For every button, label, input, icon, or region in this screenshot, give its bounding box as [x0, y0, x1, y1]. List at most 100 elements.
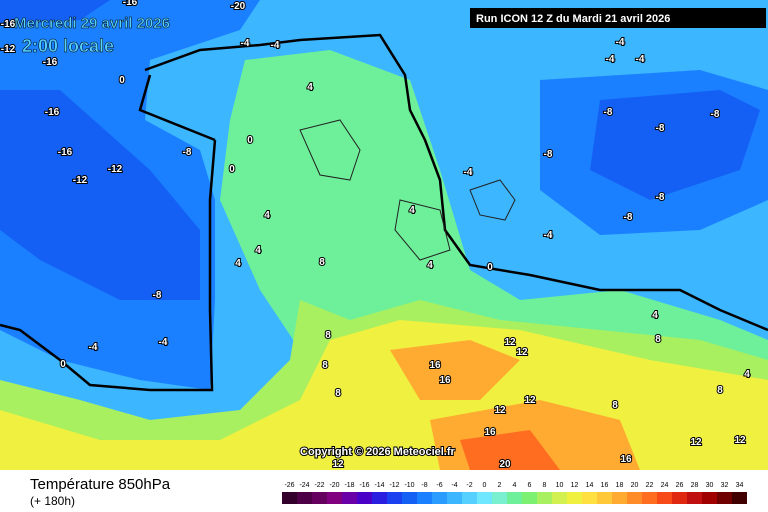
temperature-label: 4 — [235, 258, 241, 269]
cold-core — [0, 90, 200, 300]
temperature-label: -4 — [544, 230, 553, 241]
footer — [0, 470, 768, 512]
temperature-label: -4 — [89, 342, 98, 353]
scale-label: 8 — [543, 482, 547, 489]
scale-swatch — [297, 492, 312, 504]
run-text: Run ICON 12 Z du Mardi 21 avril 2026 — [476, 13, 670, 25]
scale-swatch — [732, 492, 747, 504]
temperature-label: -16 — [45, 107, 60, 118]
scale-swatch — [642, 492, 657, 504]
temperature-label: 8 — [335, 388, 341, 399]
scale-swatch — [447, 492, 462, 504]
temperature-label: 8 — [612, 400, 618, 411]
copyright: Copyright © 2026 Meteociel.fr — [300, 446, 456, 458]
temperature-label: 4 — [427, 260, 433, 271]
temperature-label: -4 — [616, 37, 625, 48]
temperature-label: 0 — [247, 135, 253, 146]
scale-swatch — [492, 492, 507, 504]
scale-label: 30 — [706, 482, 714, 489]
footer-title: Température 850hPa — [30, 476, 171, 493]
footer-lead: (+ 180h) — [30, 494, 75, 508]
scale-label: -20 — [329, 482, 339, 489]
scale-swatch — [597, 492, 612, 504]
scale-swatch — [627, 492, 642, 504]
scale-swatch — [612, 492, 627, 504]
temperature-label: -16 — [123, 0, 138, 8]
map-labels: -16-20-16-12-16-4 -4 -4-4 -40-16-16 -8-12-12… — [0, 0, 751, 471]
cold-core-east — [590, 90, 760, 200]
scale-swatch — [507, 492, 522, 504]
scale-swatch — [657, 492, 672, 504]
scale-label: 16 — [601, 482, 609, 489]
temperature-label: -16 — [43, 57, 58, 68]
scale-swatch — [522, 492, 537, 504]
scale-swatch — [357, 492, 372, 504]
scale-swatch — [432, 492, 447, 504]
scale-swatch — [582, 492, 597, 504]
temperature-label: 0 — [60, 359, 66, 370]
temperature-label: -4 — [271, 40, 280, 51]
scale-label: -6 — [436, 482, 442, 489]
scale-label: 6 — [528, 482, 532, 489]
temperature-label: -4 — [464, 167, 473, 178]
scale-label: -22 — [314, 482, 324, 489]
temperature-label: 16 — [620, 454, 632, 465]
hottest-region — [460, 430, 560, 470]
temperature-label: -8 — [604, 107, 613, 118]
temperature-label: 12 — [504, 337, 516, 348]
scale-swatch — [372, 492, 387, 504]
cold-corner — [0, 0, 110, 25]
temperature-label: -16 — [58, 147, 73, 158]
coastline — [299, 119, 516, 261]
temperature-label: 8 — [319, 257, 325, 268]
scale-swatch — [327, 492, 342, 504]
temperature-label: -8 — [656, 192, 665, 203]
scale-label: -26 — [284, 482, 294, 489]
scale-label: -18 — [344, 482, 354, 489]
scale-swatch — [717, 492, 732, 504]
temperature-label: -12 — [1, 44, 16, 55]
zero-isotherm — [0, 33, 768, 392]
scale-label: 18 — [616, 482, 624, 489]
temperature-label: 0 — [229, 164, 235, 175]
temperature-label: -8 — [711, 109, 720, 120]
scale-label: 12 — [571, 482, 579, 489]
scale-swatch — [702, 492, 717, 504]
temperature-label: 16 — [429, 360, 441, 371]
color-scale: -26 -24 -22 -20 -18 -16 -14 -12 -10 -8 -6 -4 -2 0 2 4 6 8… — [282, 482, 747, 504]
temperature-label: 4 — [307, 82, 313, 93]
scale-swatch — [417, 492, 432, 504]
temperature-label: 4 — [409, 205, 415, 216]
temperature-label: 12 — [516, 347, 528, 358]
scale-label: -4 — [451, 482, 457, 489]
scale-label: 0 — [483, 482, 487, 489]
time-text: 2:00 locale — [22, 36, 114, 56]
temperature-label: 20 — [499, 459, 511, 470]
scale-swatch — [687, 492, 702, 504]
temperature-label: 8 — [322, 360, 328, 371]
scale-swatch — [342, 492, 357, 504]
temperature-label: 4 — [744, 369, 750, 380]
scale-label: 32 — [721, 482, 729, 489]
temperature-label: 12 — [734, 435, 746, 446]
scale-label: 2 — [498, 482, 502, 489]
temperature-label: -20 — [231, 1, 246, 12]
temperature-label: 12 — [690, 437, 702, 448]
temperature-label: -8 — [153, 290, 162, 301]
scale-label: -24 — [299, 482, 309, 489]
temperature-label: 12 — [524, 395, 536, 406]
temperature-label: 12 — [332, 459, 344, 470]
temperature-label: -12 — [73, 175, 88, 186]
temperature-label: 8 — [325, 330, 331, 341]
temperature-label: 16 — [484, 427, 496, 438]
scale-label: 26 — [676, 482, 684, 489]
scale-label: -8 — [421, 482, 427, 489]
temperature-label: -12 — [108, 164, 123, 175]
temperature-label: -8 — [656, 123, 665, 134]
temperature-label: -4 — [159, 337, 168, 348]
temperature-label: 8 — [655, 334, 661, 345]
scale-label: 20 — [631, 482, 639, 489]
scale-label: 34 — [736, 482, 744, 489]
